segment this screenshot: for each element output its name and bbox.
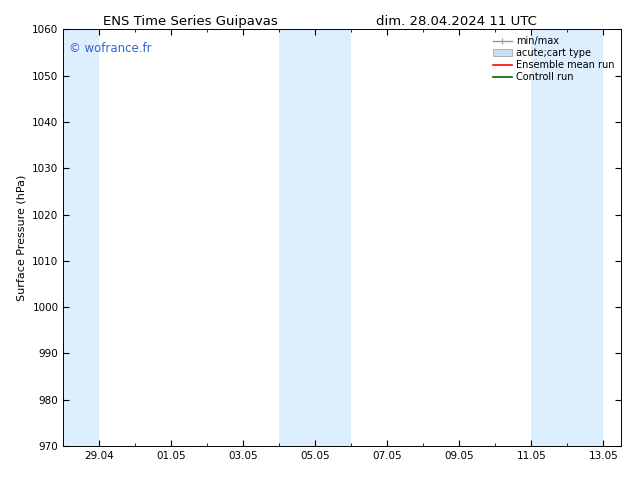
Bar [531, 29, 604, 446]
Legend: min/max, acute;cart type, Ensemble mean run, Controll run: min/max, acute;cart type, Ensemble mean … [491, 34, 616, 84]
Y-axis label: Surface Pressure (hPa): Surface Pressure (hPa) [16, 174, 27, 301]
Bar [63, 29, 100, 446]
Text: © wofrance.fr: © wofrance.fr [69, 42, 152, 55]
Text: ENS Time Series Guipavas: ENS Time Series Guipavas [103, 15, 278, 28]
Bar [280, 29, 351, 446]
Text: dim. 28.04.2024 11 UTC: dim. 28.04.2024 11 UTC [376, 15, 537, 28]
